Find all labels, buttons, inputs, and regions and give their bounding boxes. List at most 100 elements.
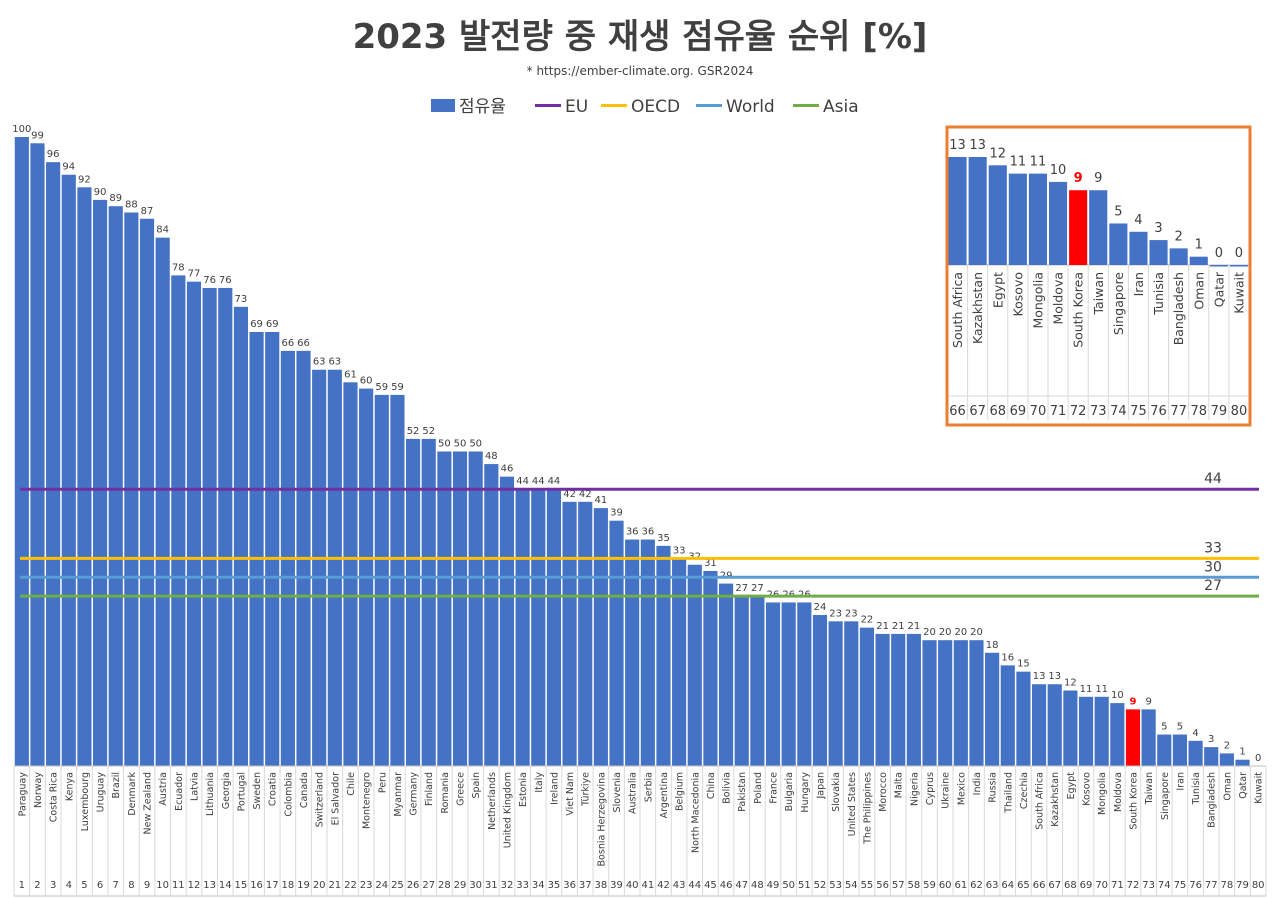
x-tick-label: Canada bbox=[299, 772, 310, 808]
x-tick-label: Egypt bbox=[1066, 772, 1077, 800]
rank-label: 19 bbox=[297, 880, 310, 891]
inset-rank-label: 72 bbox=[1070, 404, 1087, 419]
data-label: 73 bbox=[235, 294, 248, 305]
x-tick-label: Slovenia bbox=[612, 772, 623, 812]
rank-label: 45 bbox=[704, 880, 717, 891]
data-label: 63 bbox=[328, 357, 341, 368]
rank-label: 68 bbox=[1064, 880, 1077, 891]
x-tick-label: China bbox=[706, 772, 717, 799]
inset-rank-label: 76 bbox=[1150, 404, 1167, 419]
x-tick-label: Myanmar bbox=[393, 772, 404, 817]
chart-subtitle: * https://ember-climate.org. GSR2024 bbox=[527, 64, 754, 78]
bar bbox=[859, 627, 874, 766]
inset-rank-label: 78 bbox=[1190, 404, 1207, 419]
rank-label: 1 bbox=[19, 880, 25, 891]
inset-x-tick-label: South Korea bbox=[1071, 272, 1086, 348]
x-tick-label: Morocco bbox=[878, 772, 889, 812]
legend-label: 점유율 bbox=[459, 97, 506, 117]
bar bbox=[139, 218, 155, 766]
data-label: 48 bbox=[485, 451, 498, 462]
data-label: 4 bbox=[1192, 728, 1198, 739]
x-tick-label: United Kingdom bbox=[502, 772, 513, 848]
reference-line-label: 33 bbox=[1204, 540, 1222, 556]
data-label: 10 bbox=[1111, 690, 1124, 701]
bar bbox=[218, 287, 233, 766]
inset-rank-label: 73 bbox=[1090, 404, 1107, 419]
bar bbox=[46, 162, 61, 766]
data-label: 27 bbox=[735, 583, 748, 594]
bar bbox=[875, 633, 890, 766]
bar bbox=[233, 306, 248, 766]
inset-rank-label: 68 bbox=[989, 404, 1006, 419]
x-tick-label: Kuwait bbox=[1254, 772, 1265, 804]
bar bbox=[265, 331, 280, 766]
x-tick-label: Cyprus bbox=[925, 772, 936, 805]
x-tick-label: Japan bbox=[815, 772, 826, 800]
bar bbox=[155, 237, 170, 766]
inset-rank-label: 75 bbox=[1130, 404, 1147, 419]
rank-label: 67 bbox=[1048, 880, 1061, 891]
data-label: 96 bbox=[47, 149, 60, 160]
rank-label: 15 bbox=[235, 880, 248, 891]
rank-label: 70 bbox=[1095, 880, 1108, 891]
bar bbox=[1110, 703, 1125, 766]
x-tick-label: Paraguay bbox=[17, 772, 28, 817]
bar bbox=[938, 640, 953, 766]
inset-bar bbox=[1049, 181, 1068, 265]
rank-label: 74 bbox=[1158, 880, 1171, 891]
rank-label: 76 bbox=[1189, 880, 1202, 891]
rank-label: 46 bbox=[720, 880, 733, 891]
rank-label: 11 bbox=[172, 880, 185, 891]
bar bbox=[781, 602, 796, 766]
rank-label: 60 bbox=[939, 880, 952, 891]
inset-x-tick-label: Qatar bbox=[1211, 271, 1226, 307]
x-tick-label: Italy bbox=[534, 772, 545, 793]
inset-rank-label: 70 bbox=[1030, 404, 1047, 419]
x-tick-label: Luxembourg bbox=[80, 772, 91, 831]
bar bbox=[640, 539, 655, 766]
rank-label: 5 bbox=[81, 880, 87, 891]
x-tick-label: Hungary bbox=[800, 772, 811, 813]
rank-label: 66 bbox=[1033, 880, 1046, 891]
x-tick-label: United States bbox=[847, 772, 858, 836]
bar bbox=[171, 275, 186, 766]
data-label: 33 bbox=[673, 545, 686, 556]
bar bbox=[812, 615, 828, 766]
data-label: 89 bbox=[109, 193, 122, 204]
x-tick-label: Mongolia bbox=[1097, 772, 1108, 815]
rank-label: 64 bbox=[1001, 880, 1014, 891]
rank-label: 37 bbox=[579, 880, 592, 891]
inset-rank-label: 71 bbox=[1050, 404, 1067, 419]
x-tick-label: Viet Nam bbox=[565, 772, 576, 816]
rank-label: 25 bbox=[391, 880, 404, 891]
rank-label: 62 bbox=[970, 880, 983, 891]
inset-x-tick-label: Bangladesh bbox=[1171, 272, 1186, 345]
inset-rank-label: 67 bbox=[969, 404, 986, 419]
bar bbox=[703, 571, 718, 766]
bar bbox=[484, 464, 499, 766]
bar bbox=[687, 564, 702, 766]
rank-label: 52 bbox=[814, 880, 827, 891]
bar bbox=[108, 206, 123, 766]
x-tick-label: Serbia bbox=[643, 772, 654, 802]
x-tick-label: Switzerland bbox=[315, 772, 326, 827]
inset-bar bbox=[948, 157, 967, 265]
x-tick-label: Latvia bbox=[189, 772, 200, 801]
legend: 점유율 EU OECD World Asia bbox=[431, 97, 859, 117]
data-label: 36 bbox=[626, 527, 639, 538]
x-tick-label: Oman bbox=[1222, 772, 1233, 801]
bar bbox=[1094, 696, 1109, 766]
inset-bar bbox=[1028, 173, 1047, 265]
rank-label: 54 bbox=[845, 880, 858, 891]
inset-rank-label: 80 bbox=[1231, 404, 1248, 419]
data-label: 78 bbox=[172, 262, 185, 273]
bar bbox=[844, 621, 859, 766]
data-label: 76 bbox=[203, 275, 216, 286]
inset-bar bbox=[1189, 256, 1208, 265]
rank-label: 34 bbox=[532, 880, 545, 891]
data-label: 27 bbox=[751, 583, 764, 594]
bar bbox=[1188, 740, 1203, 766]
x-tick-label: Chile bbox=[346, 772, 357, 796]
rank-label: 27 bbox=[422, 880, 435, 891]
